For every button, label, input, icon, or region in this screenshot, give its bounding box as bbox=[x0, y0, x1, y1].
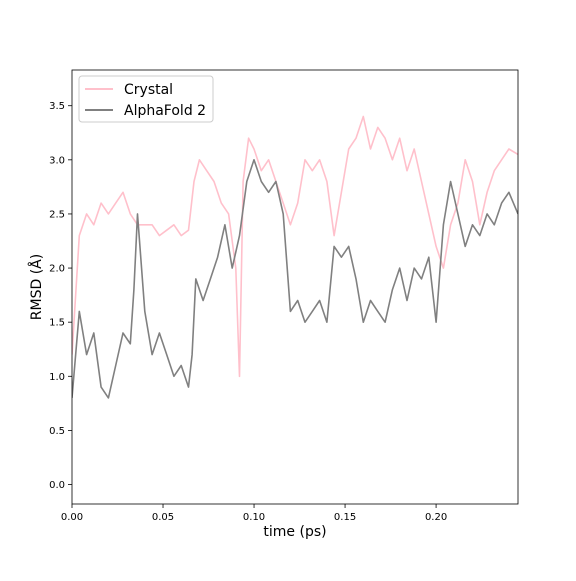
x-tick-label: 0.05 bbox=[152, 512, 174, 523]
y-tick-label: 1.5 bbox=[49, 318, 65, 329]
series-line-1 bbox=[72, 159, 518, 399]
x-tick-label: 0.10 bbox=[243, 512, 265, 523]
series-line-0 bbox=[72, 115, 518, 378]
y-tick-label: 3.0 bbox=[49, 155, 65, 166]
x-axis-label: time (ps) bbox=[263, 524, 326, 540]
y-tick-label: 2.0 bbox=[49, 264, 65, 275]
x-tick-label: 0.20 bbox=[425, 512, 447, 523]
y-tick-label: 2.5 bbox=[49, 209, 65, 220]
y-tick-label: 3.5 bbox=[49, 101, 65, 112]
legend-label: AlphaFold 2 bbox=[124, 103, 206, 119]
legend: Crystal AlphaFold 2 bbox=[78, 75, 214, 123]
x-tick-label: 0.15 bbox=[334, 512, 356, 523]
y-tick-label: 0.0 bbox=[49, 480, 65, 491]
x-tick-label: 0.00 bbox=[61, 512, 83, 523]
legend-label: Crystal bbox=[124, 82, 173, 98]
y-tick-label: 0.5 bbox=[49, 426, 65, 437]
series-layer bbox=[72, 115, 518, 399]
x-axis: 0.00 0.05 0.10 0.15 0.20 bbox=[61, 504, 447, 523]
y-axis-label: RMSD (Å) bbox=[28, 254, 45, 320]
y-tick-label: 1.0 bbox=[49, 372, 65, 383]
y-axis: 0.0 0.5 1.0 1.5 2.0 2.5 3.0 3.5 bbox=[49, 101, 72, 491]
plot-frame bbox=[71, 69, 519, 505]
